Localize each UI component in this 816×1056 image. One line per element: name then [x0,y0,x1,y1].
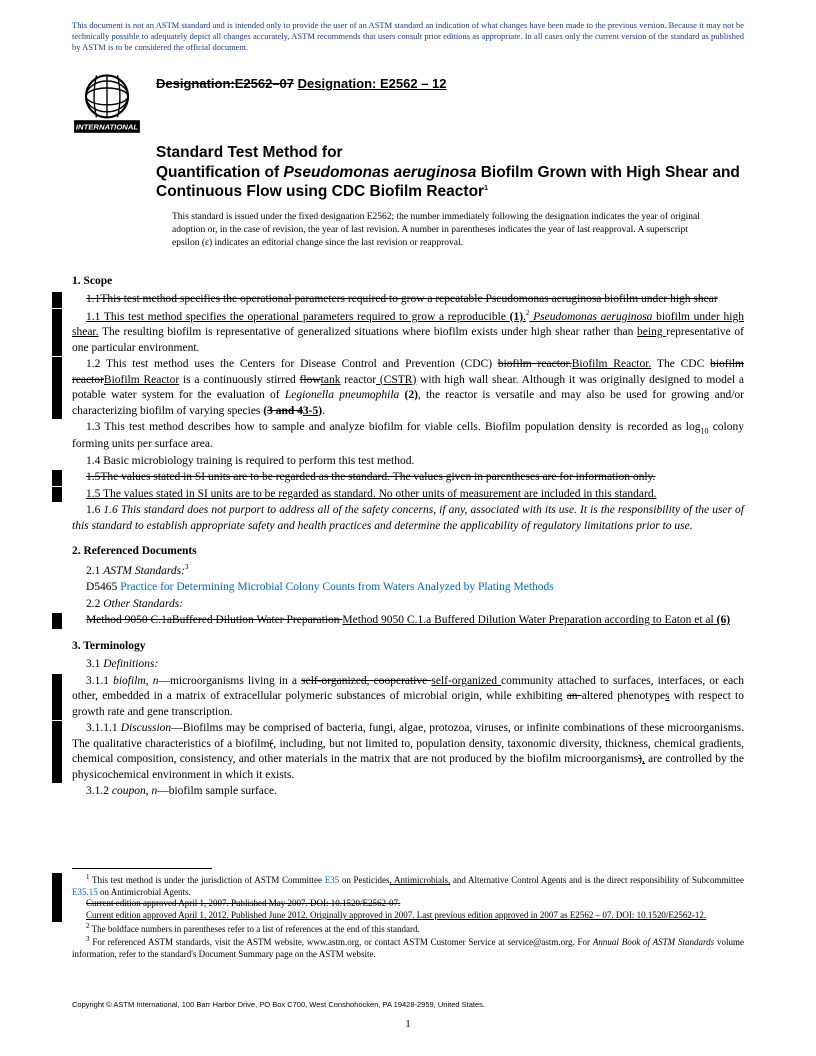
designation-new: Designation: E2562 – 12 [298,76,447,91]
ref-d5465: D5465 Practice for Determining Microbial… [72,580,744,596]
para-1-4: 1.4 Basic microbiology training is requi… [72,454,744,470]
footnote-1-line2-old: Current edition approved April 1, 2007. … [52,898,744,910]
para-3-1-1: 3.1.1 biofilm, n—microorganisms living i… [52,674,744,721]
scope-heading: 1. Scope [72,274,744,290]
footnotes: 1 This test method is under the jurisdic… [0,868,816,961]
refdoc-heading: 2. Referenced Documents [72,544,744,560]
para-2-2: 2.2 Other Standards: [72,597,744,613]
adoption-note: This standard is issued under the fixed … [0,201,816,249]
para-3-1-1-1: 3.1.1.1 Discussion—Biofilms may be compr… [52,721,744,783]
title-block: Standard Test Method for Quantification … [0,137,816,201]
footnote-1-line3: Current edition approved April 1, 2012. … [52,910,744,922]
ref-link-e35[interactable]: E35 [325,875,340,885]
para-1-5-old: 1.5The values stated in SI units are to … [52,470,744,486]
ref-link-e35-15[interactable]: E35.15 [72,887,98,897]
footnote-2: 2 The boldface numbers in parentheses re… [72,922,744,936]
footnote-1: 1 This test method is under the jurisdic… [52,873,744,898]
designation-old: Designation:E2562–07 [156,76,294,91]
content-body: 1. Scope 1.1This test method specifies t… [0,250,816,800]
doc-title: Standard Test Method for Quantification … [156,143,744,201]
para-1-1-old: 1.1This test method specifies the operat… [52,292,744,308]
ref-link-d5465[interactable]: Practice for Determining Microbial Colon… [120,581,554,593]
page-number: 1 [0,1017,816,1032]
para-2-1: 2.1 ASTM Standards:3 [72,563,744,579]
copyright-text: Copyright © ASTM International, 100 Barr… [72,1000,485,1010]
para-1-2: 1.2 This test method uses the Centers fo… [52,357,744,419]
para-1-3: 1.3 This test method describes how to sa… [72,420,744,453]
para-method-9050: Method 9050 C.1aBuffered Dilution Water … [52,613,744,629]
designation-line: Designation:E2562–07 Designation: E2562 … [156,67,446,93]
para-3-1: 3.1 Definitions: [72,657,744,673]
terminology-heading: 3. Terminology [72,639,744,655]
para-3-1-2: 3.1.2 coupon, n—biofilm sample surface. [72,784,744,800]
para-1-5-new: 1.5 The values stated in SI units are to… [52,487,744,503]
footnote-3: 3 For referenced ASTM standards, visit t… [72,935,744,960]
header-row: INTERNATIONAL Designation:E2562–07 Desig… [0,53,816,137]
footnote-rule [72,868,212,869]
para-1-1-new: 1.1 This test method specifies the opera… [52,309,744,356]
astm-logo: INTERNATIONAL [72,67,142,137]
disclaimer-text: This document is not an ASTM standard an… [0,0,816,53]
para-1-6: 1.6 1.6 This standard does not purport t… [72,503,744,534]
svg-text:INTERNATIONAL: INTERNATIONAL [76,122,139,131]
